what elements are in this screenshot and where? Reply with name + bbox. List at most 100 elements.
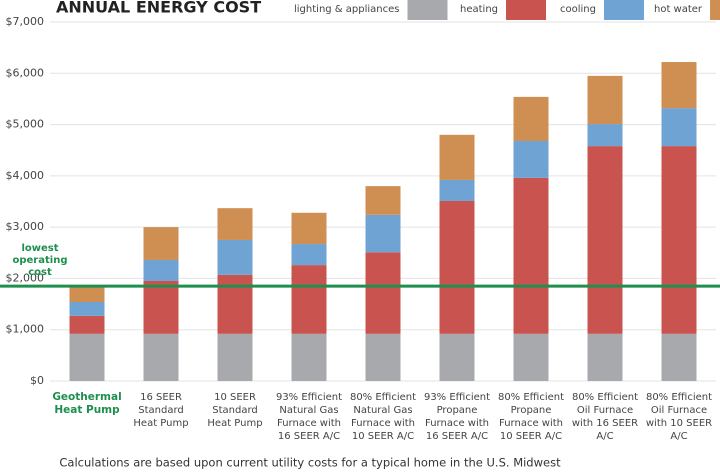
bar-segment	[291, 244, 327, 266]
x-tick-label-line: Furnace with	[351, 418, 415, 429]
bar-segment	[587, 75, 623, 125]
x-tick-label-line: 80% Efficient	[350, 392, 416, 403]
x-tick-label-line: Natural Gas	[353, 405, 412, 416]
legend-swatch	[710, 0, 720, 20]
x-tick-label-line: 80% Efficient	[498, 392, 564, 403]
x-tick-label-line: 10 SEER A/C	[500, 431, 562, 442]
legend-label: hot water	[654, 4, 703, 15]
x-tick-label-line: A/C	[670, 431, 687, 442]
bar-segment	[661, 108, 697, 147]
bar-segment	[661, 146, 697, 334]
x-tick-label-line: 80% Efficient	[572, 392, 638, 403]
reference-label-line: cost	[28, 267, 52, 278]
bar-segment	[69, 302, 105, 316]
y-tick-label: $6,000	[6, 66, 45, 79]
bar-segment	[661, 333, 697, 381]
y-tick-label: $5,000	[6, 118, 45, 131]
bar-segment	[291, 212, 327, 245]
x-tick-label-line: Natural Gas	[279, 405, 338, 416]
x-tick-label: 93% Efficient Natural Gas Furnace with 16 S…	[276, 392, 342, 442]
bar-segment	[365, 252, 401, 334]
bar-segment	[365, 214, 401, 253]
x-tick-label-line: Standard	[138, 405, 184, 416]
bar-segment	[69, 333, 105, 381]
bar-segment	[587, 124, 623, 147]
bar-segment	[587, 333, 623, 381]
footnote: Calculations are based upon current util…	[59, 456, 561, 470]
legend-swatch	[603, 0, 644, 20]
bar-segment	[217, 274, 253, 334]
x-tick-label: 80% Efficient Oil Furnace with 16 SEER A/C	[572, 392, 638, 442]
x-tick-label-line: 16 SEER A/C	[426, 431, 488, 442]
x-tick-label: 80% Efficient Oil Furnace with 10 SEER A/C	[646, 392, 712, 442]
x-tick-label-line: 93% Efficient	[276, 392, 342, 403]
x-tick-label: 93% Efficient Propane Furnace with 16 SEER …	[424, 392, 490, 442]
bar-segment	[217, 208, 253, 240]
x-tick-label-line: Heat Pump	[207, 418, 262, 429]
x-tick-label-line: Furnace with	[425, 418, 489, 429]
bar-segment	[291, 333, 327, 381]
bar-segment	[513, 140, 549, 178]
x-tick-label-line: Oil Furnace	[651, 405, 707, 416]
x-tick-label-line: 10 SEER A/C	[352, 431, 414, 442]
bar-segment	[439, 179, 475, 201]
x-tick-label: 80% Efficient Natural Gas Furnace with 10 S…	[350, 392, 416, 442]
x-tick-label: 80% Efficient Propane Furnace with 10 SEER …	[498, 392, 564, 442]
bar-segment	[439, 333, 475, 381]
y-tick-label: $7,000	[6, 15, 45, 28]
x-tick-label-line: with 16 SEER	[572, 418, 638, 429]
x-tick-label-line: Geothermal	[52, 391, 121, 403]
x-tick-label-line: Standard	[212, 405, 258, 416]
bar-segment	[69, 315, 105, 334]
reference-label: lowest operating cost	[13, 243, 68, 278]
x-tick-label-line: Propane	[437, 405, 478, 416]
bar-segment	[513, 96, 549, 141]
x-tick-label-line: Heat Pump	[133, 418, 188, 429]
bar-segment	[365, 186, 401, 215]
x-tick-label-line: 93% Efficient	[424, 392, 490, 403]
x-tick-label-line: Heat Pump	[54, 404, 120, 416]
x-tick-label-line: 16 SEER A/C	[278, 431, 340, 442]
y-tick-label: $2,000	[6, 271, 45, 284]
legend-label: lighting & appliances	[294, 4, 400, 15]
x-tick-label-line: Propane	[511, 405, 552, 416]
bar-segment	[365, 333, 401, 381]
x-tick-label-line: 10 SEER	[214, 392, 256, 403]
bar-segment	[587, 146, 623, 334]
legend-label: cooling	[560, 4, 596, 15]
chart-title: ANNUAL ENERGY COST	[56, 0, 261, 17]
reference-label-line: lowest	[21, 243, 58, 254]
x-tick-label-line: 80% Efficient	[646, 392, 712, 403]
bar-segment	[143, 227, 179, 260]
x-tick-label-line: with 10 SEER	[646, 418, 712, 429]
x-tick-label-line: Furnace with	[277, 418, 341, 429]
x-tick-label-line: Furnace with	[499, 418, 563, 429]
bar-segment	[291, 265, 327, 334]
bar-segment	[217, 239, 253, 275]
x-tick-label-line: A/C	[596, 431, 613, 442]
bar-segment	[143, 333, 179, 381]
x-tick-label: Geothermal Heat Pump	[52, 391, 121, 416]
y-tick-label: $1,000	[6, 323, 45, 336]
reference-label-line: operating	[13, 255, 68, 266]
x-tick-label-line: 16 SEER	[140, 392, 182, 403]
bar-segment	[513, 177, 549, 334]
bar-segment	[439, 200, 475, 334]
y-tick-label: $0	[30, 374, 44, 387]
bar-segment	[217, 333, 253, 381]
x-tick-label-line: Oil Furnace	[577, 405, 633, 416]
bar-segment	[143, 259, 179, 281]
legend-label: heating	[460, 4, 498, 15]
bar-segment	[69, 285, 105, 303]
legend-swatch	[506, 0, 547, 20]
x-tick-label: 16 SEER Standard Heat Pump	[133, 392, 188, 429]
bar-segment	[513, 333, 549, 381]
bar-segment	[661, 62, 697, 109]
legend-swatch	[407, 0, 448, 20]
bar-segment	[439, 134, 475, 180]
y-tick-label: $3,000	[6, 220, 45, 233]
x-tick-label: 10 SEER Standard Heat Pump	[207, 392, 262, 429]
y-tick-label: $4,000	[6, 169, 45, 182]
bar-segment	[143, 280, 179, 334]
